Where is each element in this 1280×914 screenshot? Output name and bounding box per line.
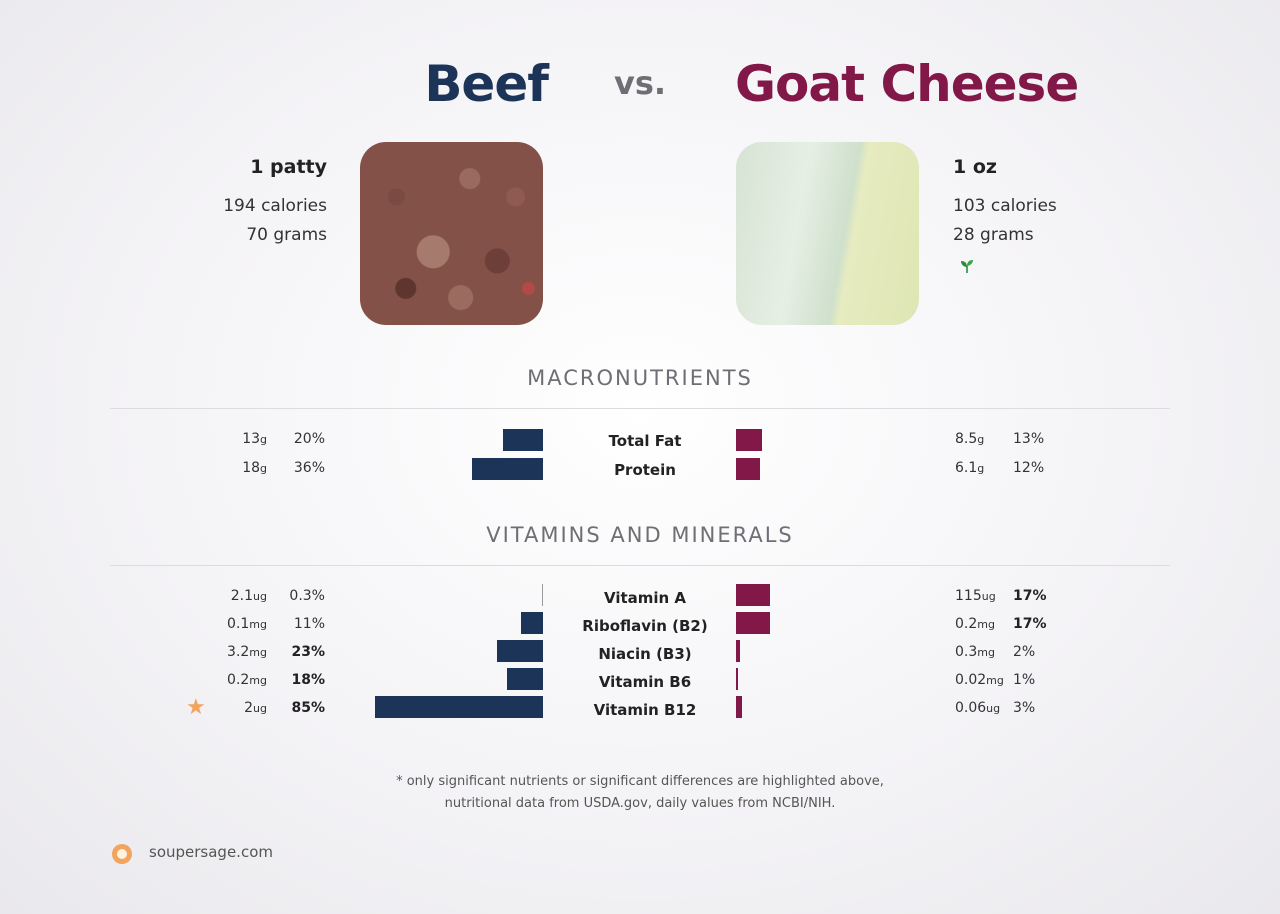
right-percent-riboflavin-b2: 17% [1013,616,1047,632]
right-percent-protein: 12% [1013,460,1045,476]
left-amount-vitamin-b6: 0.2mg [227,672,267,688]
left-bar-vitamin-a [542,584,543,606]
nutrient-label-vitamin-a: Vitamin A [603,589,687,607]
brand-link[interactable]: soupersage.com [149,843,273,861]
right-amount-vitamin-b12: 0.06ug [955,700,1001,716]
left-percent-riboflavin-b2: 11% [293,616,325,632]
right-amount-protein: 6.1g [955,460,985,476]
right-amount-total-fat: 8.5g [955,431,985,447]
right-percent-vitamin-a: 17% [1013,588,1047,604]
right-bar-protein [736,458,760,480]
left-percent-vitamin-a: 0.3% [289,588,325,604]
nutrient-label-vitamin-b6: Vitamin B6 [598,673,692,691]
left-amount-protein: 18g [242,460,267,476]
vitamins-divider [110,565,1170,566]
footnote-line-2: nutritional data from USDA.gov, daily va… [444,796,836,811]
left-grams: 70 grams [246,225,327,245]
left-amount-vitamin-b12: 2ug [244,700,267,716]
soupersage-logo-inner [117,849,127,859]
right-amount-niacin-b3: 0.3mg [955,644,995,660]
left-bar-protein [471,458,543,480]
right-grams: 28 grams [953,225,1034,245]
vs-label: vs. [613,64,667,102]
left-amount-total-fat: 13g [242,431,267,447]
left-serving: 1 patty [250,156,327,178]
right-percent-vitamin-b6: 1% [1013,672,1036,688]
left-percent-vitamin-b6: 18% [291,672,325,688]
right-bar-vitamin-b12 [736,696,742,718]
right-amount-vitamin-a: 115ug [955,588,996,604]
left-calories: 194 calories [223,196,327,216]
left-bar-vitamin-b12 [374,696,543,718]
left-food-title: Beef [424,55,549,113]
nutrient-label-protein: Protein [614,461,676,479]
right-bar-vitamin-a [736,584,770,606]
right-percent-total-fat: 13% [1013,431,1045,447]
right-calories: 103 calories [953,196,1057,216]
left-bar-total-fat [503,429,543,451]
ground-beef-photo [360,142,543,325]
macros-divider [110,408,1170,409]
left-amount-riboflavin-b2: 0.1mg [227,616,267,632]
left-percent-total-fat: 20% [293,431,325,447]
left-amount-vitamin-a: 2.1ug [230,588,267,604]
right-percent-niacin-b3: 2% [1013,644,1036,660]
nutrient-label-riboflavin-b2: Riboflavin (B2) [582,617,708,635]
sprout-icon [961,260,973,273]
right-amount-vitamin-b6: 0.02mg [955,672,1004,688]
left-bar-niacin-b3 [497,640,543,662]
left-bar-riboflavin-b2 [521,612,543,634]
footnote-line-1: * only significant nutrients or signific… [396,774,884,789]
vitamins-heading: VITAMINS AND MINERALS [486,523,794,547]
left-bar-vitamin-b6 [507,668,543,690]
left-percent-vitamin-b12: 85% [291,700,325,716]
goat-cheese-photo [736,142,919,325]
left-percent-protein: 36% [293,460,325,476]
right-bar-niacin-b3 [736,640,740,662]
right-percent-vitamin-b12: 3% [1013,700,1036,716]
right-food-title: Goat Cheese [735,55,1079,113]
right-bar-vitamin-b6 [736,668,738,690]
left-amount-niacin-b3: 3.2mg [227,644,267,660]
macronutrients-heading: MACRONUTRIENTS [527,366,753,390]
star-icon: ★ [186,695,206,720]
right-bar-total-fat [736,429,762,451]
left-percent-niacin-b3: 23% [291,644,325,660]
right-amount-riboflavin-b2: 0.2mg [955,616,995,632]
nutrient-label-vitamin-b12: Vitamin B12 [593,701,697,719]
nutrient-label-niacin-b3: Niacin (B3) [598,645,692,663]
right-serving: 1 oz [953,156,997,178]
nutrient-label-total-fat: Total Fat [608,432,682,450]
right-bar-riboflavin-b2 [736,612,770,634]
